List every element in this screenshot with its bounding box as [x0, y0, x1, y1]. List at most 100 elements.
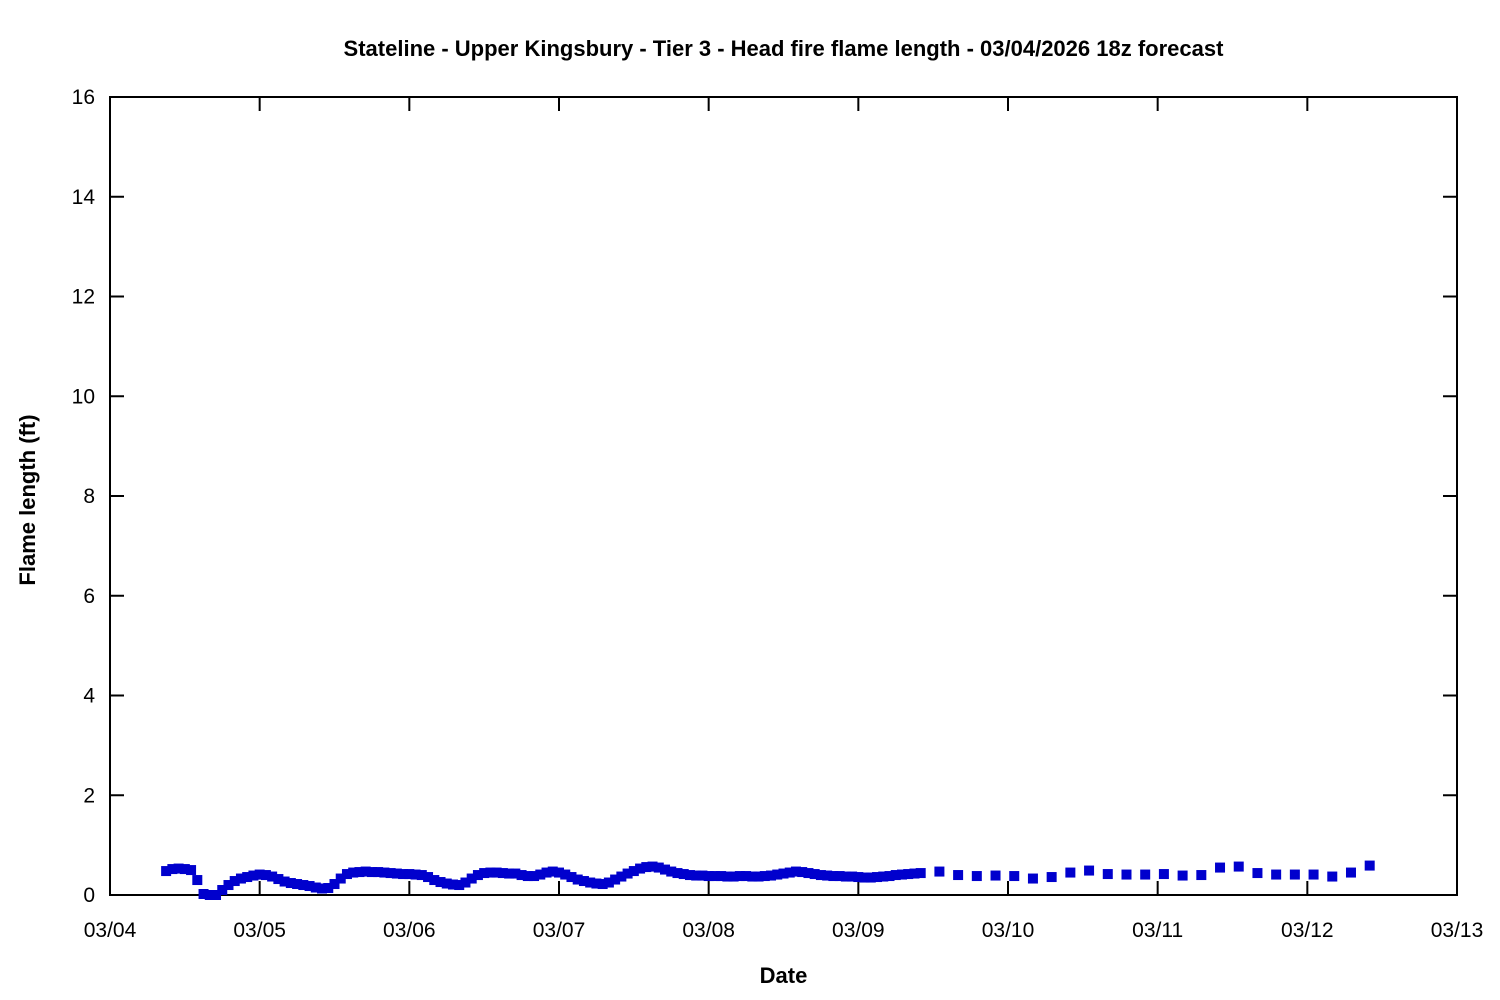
data-point-marker: [1177, 870, 1188, 881]
data-point-marker: [1364, 860, 1375, 871]
y-tick-label: 2: [83, 784, 95, 807]
data-point-marker: [678, 869, 689, 880]
data-point-marker: [741, 871, 752, 882]
y-tick-label: 6: [83, 585, 95, 608]
plot-frame: [109, 96, 1458, 896]
data-point-marker: [248, 870, 259, 881]
y-tick-label: 0: [83, 884, 95, 907]
data-point-marker: [1233, 861, 1244, 872]
data-point-marker: [260, 870, 271, 881]
data-point-marker: [915, 868, 926, 879]
x-tick-label: 03/13: [1431, 919, 1484, 942]
x-tick-label: 03/07: [533, 919, 586, 942]
data-point-marker: [797, 867, 808, 878]
data-point-marker: [466, 873, 477, 884]
data-point-marker: [373, 867, 384, 878]
data-point-marker: [1027, 873, 1038, 884]
data-point-marker: [1345, 867, 1356, 878]
data-point-marker: [790, 866, 801, 877]
y-tick-label: 16: [72, 86, 95, 109]
x-tick-label: 03/10: [982, 919, 1035, 942]
data-point-marker: [971, 871, 982, 882]
data-point-marker: [647, 861, 658, 872]
data-point-marker: [529, 871, 540, 882]
data-point-marker: [1084, 865, 1095, 876]
data-point-marker: [872, 872, 883, 883]
data-point-marker: [510, 868, 521, 879]
data-point-marker: [267, 871, 278, 882]
data-point-marker: [591, 878, 602, 889]
data-point-marker: [217, 885, 228, 896]
data-point-marker: [909, 868, 920, 879]
data-point-marker: [691, 870, 702, 881]
data-point-marker: [317, 883, 328, 894]
data-point-marker: [341, 869, 352, 880]
data-point-marker: [298, 880, 309, 891]
x-tick-label: 03/04: [84, 919, 137, 942]
x-tick-label: 03/08: [682, 919, 735, 942]
data-point-marker: [167, 864, 178, 875]
data-point-marker: [410, 869, 421, 880]
data-point-marker: [391, 868, 402, 879]
data-point-marker: [709, 871, 720, 882]
data-point-marker: [840, 871, 851, 882]
data-point-marker: [279, 876, 290, 887]
data-point-marker: [173, 863, 184, 874]
data-point-marker: [366, 867, 377, 878]
data-point-marker: [491, 867, 502, 878]
data-point-marker: [516, 870, 527, 881]
data-point-marker: [1327, 871, 1338, 882]
data-point-marker: [1196, 870, 1207, 881]
data-point-marker: [778, 868, 789, 879]
data-point-marker: [772, 869, 783, 880]
data-point-marker: [323, 883, 334, 894]
data-point-marker: [722, 871, 733, 882]
data-point-marker: [953, 870, 964, 881]
x-tick-label: 03/09: [832, 919, 885, 942]
data-point-marker: [834, 871, 845, 882]
data-point-marker: [853, 872, 864, 883]
data-point-marker: [716, 871, 727, 882]
data-point-marker: [554, 867, 564, 878]
data-point-marker: [566, 872, 577, 883]
data-point-marker: [273, 874, 284, 885]
data-point-marker: [1308, 869, 1319, 880]
data-point-marker: [335, 873, 346, 884]
data-point-marker: [1009, 871, 1020, 882]
data-point-marker: [585, 877, 596, 888]
x-tick-label: 03/06: [383, 919, 436, 942]
data-point-marker: [766, 870, 777, 881]
data-point-marker: [192, 875, 203, 886]
data-point-marker: [1215, 862, 1226, 873]
data-point-marker: [254, 869, 265, 880]
data-point-marker: [653, 862, 664, 873]
data-point-marker: [903, 869, 914, 880]
data-point-marker: [379, 867, 390, 878]
data-point-marker: [884, 871, 895, 882]
data-point-marker: [934, 866, 945, 877]
data-point-marker: [292, 879, 303, 890]
data-point-marker: [878, 871, 889, 882]
y-tick-label: 4: [83, 685, 95, 708]
data-point-marker: [398, 869, 409, 880]
data-point-marker: [1289, 869, 1300, 880]
data-point-marker: [186, 865, 197, 876]
data-point-marker: [1252, 868, 1263, 879]
data-point-marker: [416, 870, 427, 881]
data-point-marker: [728, 871, 739, 882]
data-point-marker: [460, 877, 471, 888]
data-point-marker: [784, 867, 795, 878]
data-point-marker: [1121, 869, 1132, 880]
data-point-marker: [703, 871, 714, 882]
data-point-marker: [603, 877, 614, 888]
data-point-marker: [242, 872, 253, 883]
data-point-marker: [285, 878, 296, 889]
data-point-marker: [360, 866, 371, 877]
data-point-marker: [223, 880, 234, 891]
y-tick-label: 12: [72, 286, 95, 309]
data-point-marker: [441, 878, 452, 889]
data-point-marker: [1065, 867, 1076, 878]
data-point-marker: [628, 866, 639, 877]
